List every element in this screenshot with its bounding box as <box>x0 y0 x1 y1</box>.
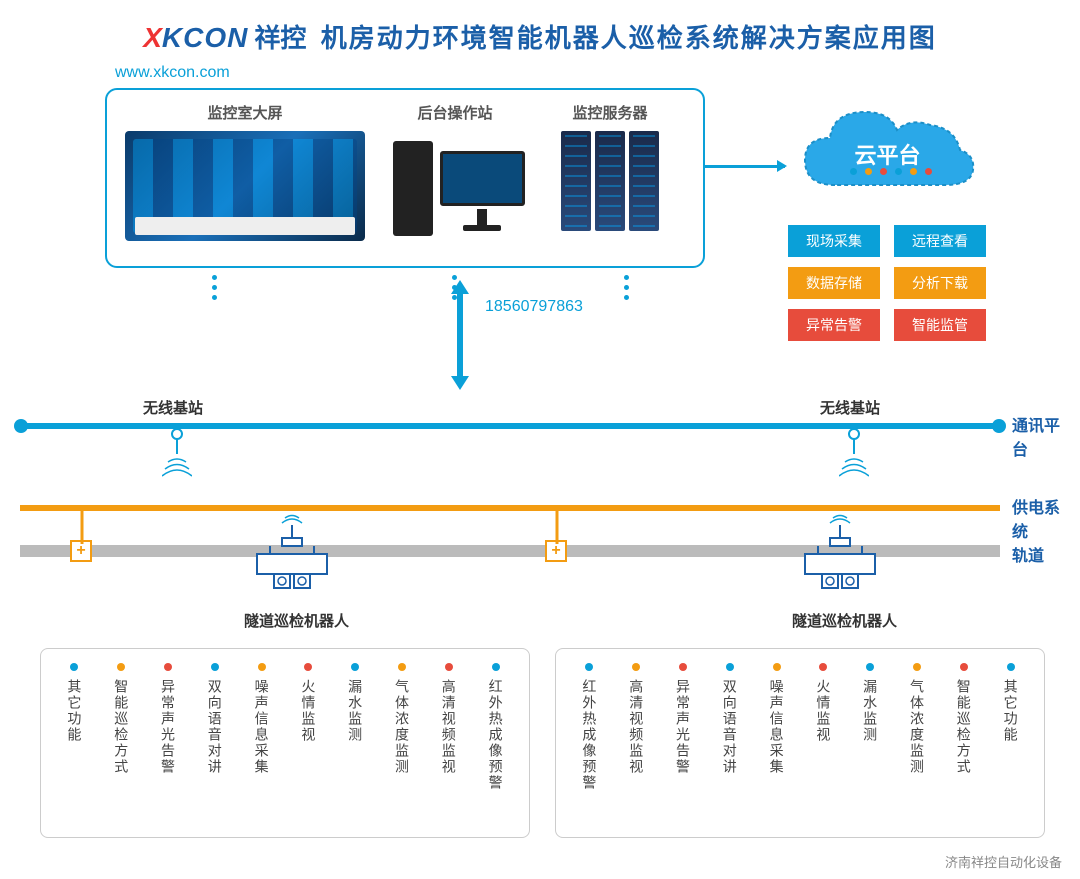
cloud-feature: 远程查看 <box>894 225 986 257</box>
phone-number: 18560797863 <box>485 298 583 316</box>
cloud-platform: 云平台 <box>795 100 980 210</box>
wifi-antenna-2 <box>839 428 869 478</box>
screen-image <box>125 131 365 241</box>
robot-label-1: 隧道巡检机器人 <box>244 610 349 631</box>
function-item: 智能巡检方式 <box>945 663 983 827</box>
function-item: 异常声光告警 <box>664 663 702 827</box>
cloud-feature: 分析下载 <box>894 267 986 299</box>
station-label-2: 无线基站 <box>820 397 880 418</box>
function-item: 漏水监测 <box>851 663 889 827</box>
power-label: 供电系统 <box>1012 494 1072 542</box>
cloud-feature: 数据存储 <box>788 267 880 299</box>
cloud-feature: 异常告警 <box>788 309 880 341</box>
cloud-feature: 智能监管 <box>894 309 986 341</box>
logo-x: X <box>143 22 162 54</box>
logo-cn: 祥控 <box>254 18 306 55</box>
station-label-1: 无线基站 <box>143 397 203 418</box>
cloud-arrow <box>705 165 785 168</box>
function-item: 红外热成像预警 <box>570 663 608 827</box>
footer-text: 济南祥控自动化设备 <box>945 852 1062 871</box>
function-item: 其它功能 <box>55 663 93 827</box>
title: X KCON 祥控 机房动力环境智能机器人巡检系统解决方案应用图 <box>0 18 1080 55</box>
ctrl-screen: 监控室大屏 <box>125 102 365 254</box>
server-label: 监控服务器 <box>572 102 647 123</box>
function-item: 火情监视 <box>804 663 842 827</box>
cloud-feature: 现场采集 <box>788 225 880 257</box>
cloud-features: 现场采集远程查看数据存储分析下载异常告警智能监管 <box>788 225 986 341</box>
cloud-dots <box>850 168 932 175</box>
wifi-antenna-1 <box>162 428 192 478</box>
function-item: 双向语音对讲 <box>196 663 234 827</box>
function-item: 噪声信息采集 <box>758 663 796 827</box>
title-main: 机房动力环境智能机器人巡检系统解决方案应用图 <box>321 23 937 53</box>
workstation-image <box>385 131 525 241</box>
function-box-right: 红外热成像预警高清视频监视异常声光告警双向语音对讲噪声信息采集火情监视漏水监测气… <box>555 648 1045 838</box>
track-label: 轨道 <box>1012 542 1072 566</box>
control-center-box: 监控室大屏 后台操作站 监控服务器 <box>105 88 705 268</box>
bidirectional-arrow <box>447 280 473 390</box>
robot-2 <box>800 510 880 595</box>
drop-line-1 <box>80 508 84 544</box>
logo: X KCON 祥控 <box>143 18 306 55</box>
function-item: 其它功能 <box>992 663 1030 827</box>
server-image <box>545 131 675 241</box>
function-item: 异常声光告警 <box>149 663 187 827</box>
robot-label-2: 隧道巡检机器人 <box>792 610 897 631</box>
function-item: 气体浓度监测 <box>383 663 421 827</box>
function-item: 火情监视 <box>289 663 327 827</box>
workstation-label: 后台操作站 <box>417 102 492 123</box>
function-item: 红外热成像预警 <box>477 663 515 827</box>
function-box-left: 其它功能智能巡检方式异常声光告警双向语音对讲噪声信息采集火情监视漏水监测气体浓度… <box>40 648 530 838</box>
function-item: 智能巡检方式 <box>102 663 140 827</box>
function-item: 双向语音对讲 <box>711 663 749 827</box>
function-item: 高清视频监视 <box>430 663 468 827</box>
robot-1 <box>252 510 332 595</box>
function-item: 噪声信息采集 <box>243 663 281 827</box>
url: www.xkcon.com <box>115 64 230 82</box>
screen-label: 监控室大屏 <box>207 102 282 123</box>
ctrl-server: 监控服务器 <box>545 102 675 254</box>
ctrl-workstation: 后台操作站 <box>385 102 525 254</box>
logo-kcon: KCON <box>162 22 248 54</box>
function-item: 漏水监测 <box>336 663 374 827</box>
comm-label: 通讯平台 <box>1012 412 1072 460</box>
function-item: 高清视频监视 <box>617 663 655 827</box>
cloud-label: 云平台 <box>795 138 980 170</box>
function-item: 气体浓度监测 <box>898 663 936 827</box>
drop-line-2 <box>555 508 559 544</box>
